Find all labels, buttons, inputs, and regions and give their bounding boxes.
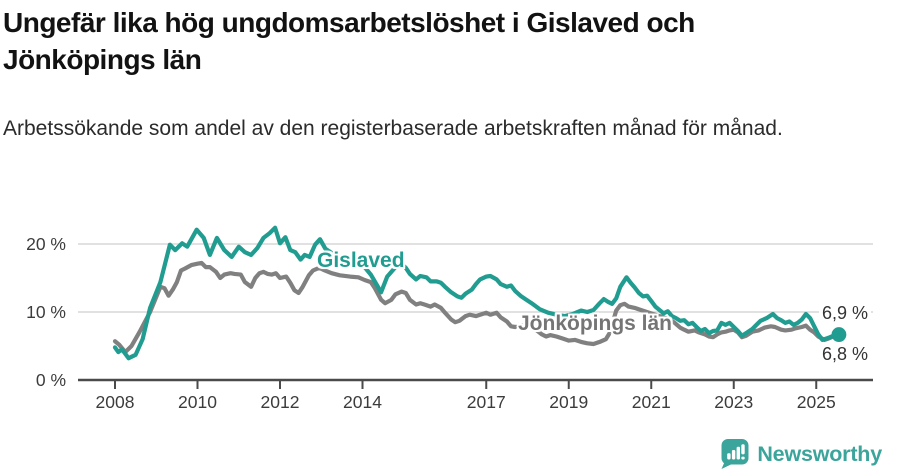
newsworthy-logo[interactable]: Newsworthy xyxy=(720,438,882,470)
x-tick-label-2023: 2023 xyxy=(714,392,754,412)
x-tick-label-2012: 2012 xyxy=(260,392,300,412)
x-tick-label-2008: 2008 xyxy=(95,392,135,412)
x-tick-label-2025: 2025 xyxy=(796,392,836,412)
newsworthy-logo-text: Newsworthy xyxy=(757,441,882,466)
series-gislaved-line xyxy=(112,225,842,361)
x-tick-label-2017: 2017 xyxy=(466,392,506,412)
y-tick-label-0: 0 % xyxy=(35,370,66,390)
y-tick-label-20: 20 % xyxy=(26,234,66,254)
newsworthy-logo-icon xyxy=(721,439,749,469)
end-value-label-jonkopings-lan: 6,8 % xyxy=(819,344,872,364)
series-label-gislaved: Gislaved xyxy=(317,249,405,272)
x-tick-label-2019: 2019 xyxy=(549,392,589,412)
x-tick-label-2014: 2014 xyxy=(343,392,382,412)
series-label-jonkopings-lan: Jönköpings län xyxy=(518,312,673,335)
chart-subtitle: Arbetssökande som andel av den registerb… xyxy=(3,117,783,140)
end-value-label-gislaved: 6,9 % xyxy=(819,303,872,323)
series-gislaved-end-dot xyxy=(831,327,847,342)
x-tick-label-2010: 2010 xyxy=(178,392,217,412)
gridlines xyxy=(78,243,873,313)
page-title: Ungefär lika hög ungdomsarbetslöshet i G… xyxy=(3,7,695,75)
x-tick-label-2021: 2021 xyxy=(631,392,671,412)
y-tick-label-10: 10 % xyxy=(26,302,66,322)
series-jonkopings-lan-line xyxy=(112,260,842,355)
x-axis xyxy=(78,378,873,389)
